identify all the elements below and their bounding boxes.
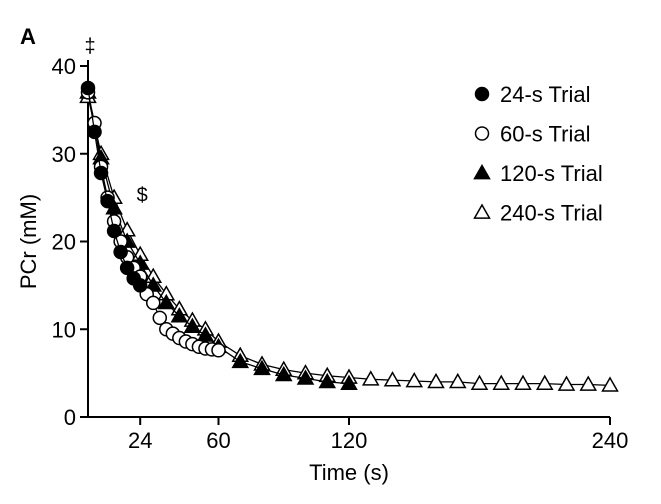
data-point [361, 370, 380, 386]
series-layer [79, 80, 619, 392]
data-point [170, 307, 189, 323]
x-tick-label: 240 [592, 428, 629, 453]
legend-marker [474, 86, 490, 102]
x-tick-label: 120 [331, 428, 368, 453]
data-point [579, 375, 598, 391]
data-point [492, 374, 511, 391]
data-point [119, 260, 135, 276]
series-24-s-trial [80, 80, 148, 293]
legend: 24-s Trial 60-s Trial 120-s Trial 240-s Tri… [473, 82, 603, 226]
data-point [557, 375, 576, 391]
legend-label: 240-s Trial [500, 201, 603, 226]
data-point [427, 372, 445, 389]
data-point [132, 278, 148, 293]
annotation-1: $ [137, 185, 148, 207]
legend-entry: 60-s Trial [474, 122, 590, 147]
data-point [106, 223, 122, 239]
data-point [253, 359, 271, 376]
data-point [157, 293, 176, 310]
y-tick-label: 10 [52, 317, 76, 342]
data-point [470, 374, 489, 391]
data-point [448, 372, 467, 389]
legend-entry: 24-s Trial [474, 82, 590, 107]
x-tick-label: 60 [206, 428, 230, 453]
data-point [383, 371, 402, 387]
data-point [183, 317, 202, 333]
data-point [296, 369, 315, 385]
data-point [340, 374, 358, 391]
legend-label: 60-s Trial [500, 122, 590, 147]
data-point [93, 165, 109, 181]
legend-entry: 240-s Trial [473, 201, 603, 226]
x-axis-title: Time (s) [309, 460, 389, 485]
legend-marker [473, 203, 491, 219]
axes: 0 10 20 30 40 24 60 120 240 ‡ $ [52, 35, 629, 453]
y-tick-label: 40 [52, 54, 76, 79]
panel-label: A [20, 24, 36, 49]
data-point [211, 343, 226, 358]
y-axis-title: PCr (mM) [16, 194, 41, 289]
y-tick-label: 20 [52, 230, 76, 255]
y-tick-label: 0 [64, 405, 76, 430]
data-point [535, 374, 554, 391]
data-point [514, 374, 532, 391]
data-point [601, 376, 619, 392]
data-point [80, 80, 96, 96]
x-tick-label: 24 [128, 428, 152, 453]
data-point [318, 372, 337, 389]
y-tick-label: 30 [52, 142, 76, 167]
data-point [274, 365, 293, 382]
annotation-0: ‡ [84, 35, 95, 57]
legend-marker [473, 163, 491, 180]
data-point [405, 372, 424, 388]
data-point [100, 193, 115, 209]
data-point [196, 326, 215, 342]
data-point [87, 124, 102, 140]
data-point [231, 352, 250, 369]
legend-entry: 120-s Trial [473, 161, 603, 186]
legend-label: 24-s Trial [500, 82, 590, 107]
data-point [152, 310, 168, 326]
data-point [146, 295, 161, 311]
series-60-s-trial [80, 85, 226, 358]
legend-label: 120-s Trial [500, 161, 603, 186]
legend-marker [474, 126, 490, 141]
data-point [113, 244, 128, 260]
